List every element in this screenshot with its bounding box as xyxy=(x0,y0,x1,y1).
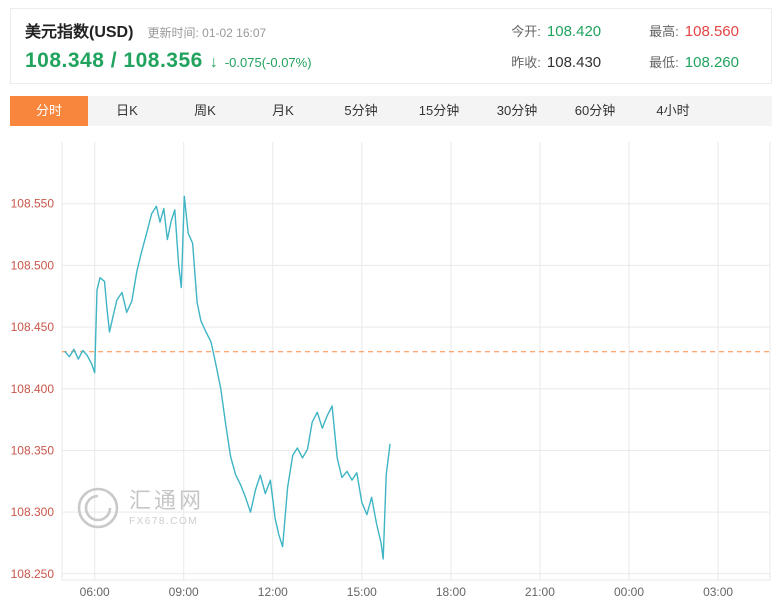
y-axis-label: 108.450 xyxy=(11,320,55,334)
instrument-title: 美元指数(USD) xyxy=(25,24,134,41)
page: 美元指数(USD) 更新时间: 01-02 16:07 108.348 / 10… xyxy=(0,8,782,600)
tab-30min[interactable]: 30分钟 xyxy=(496,103,538,118)
y-axis-label: 108.350 xyxy=(11,444,55,458)
tab-month-k[interactable]: 月K xyxy=(272,103,294,118)
stat-value: 108.420 xyxy=(546,22,602,40)
update-time-value: 01-02 16:07 xyxy=(202,26,267,40)
price-down-arrow-icon: ↓ xyxy=(209,54,218,71)
stat-prev-close: 昨收: 108.430 xyxy=(511,52,601,71)
timeframe-tabbar: 分时 日K 周K 月K 5分钟 15分钟 30分钟 60分钟 4小时 xyxy=(10,96,772,126)
tab-4hour[interactable]: 4小时 xyxy=(656,103,690,118)
stat-high: 最高: 108.560 xyxy=(649,21,739,40)
stat-label: 昨收: xyxy=(511,54,541,70)
tab-intraday[interactable]: 分时 xyxy=(10,96,88,126)
x-axis-label: 21:00 xyxy=(525,585,555,599)
stat-label: 最低: xyxy=(649,54,679,70)
stat-label: 最高: xyxy=(649,23,679,39)
x-axis-label: 09:00 xyxy=(169,585,199,599)
chart-area: 108.250 108.300 108.350 108.400 108.450 108.5… xyxy=(0,134,782,600)
x-axis-label: 18:00 xyxy=(436,585,466,599)
y-axis-label: 108.500 xyxy=(11,258,55,272)
y-axis-label: 108.400 xyxy=(11,382,55,396)
tab-week-k[interactable]: 周K xyxy=(194,103,216,118)
price-line-chart: 108.250 108.300 108.350 108.400 108.450 108.5… xyxy=(11,142,771,599)
stat-label: 今开: xyxy=(511,23,541,39)
quote-stats: 今开: 108.420 最高: 108.560 昨收: 108.430 最低: … xyxy=(511,21,739,71)
stat-value: 108.430 xyxy=(546,53,602,71)
stat-low: 最低: 108.260 xyxy=(649,52,739,71)
current-price: 108.348 / 108.356 xyxy=(25,49,203,72)
x-axis-label: 15:00 xyxy=(347,585,377,599)
y-axis-label: 108.250 xyxy=(11,567,55,581)
y-axis-label: 108.550 xyxy=(11,197,55,211)
y-axis-label: 108.300 xyxy=(11,505,55,519)
update-time: 更新时间: 01-02 16:07 xyxy=(147,24,266,41)
x-axis-label: 00:00 xyxy=(614,585,644,599)
tab-5min[interactable]: 5分钟 xyxy=(344,103,378,118)
price-line xyxy=(64,195,391,560)
stat-today-open: 今开: 108.420 xyxy=(511,21,601,40)
tab-15min[interactable]: 15分钟 xyxy=(418,103,460,118)
x-axis-label: 03:00 xyxy=(703,585,733,599)
stat-value: 108.260 xyxy=(684,53,739,71)
tab-60min[interactable]: 60分钟 xyxy=(574,103,616,118)
x-axis-label: 06:00 xyxy=(80,585,110,599)
quote-header-left: 美元指数(USD) 更新时间: 01-02 16:07 108.348 / 10… xyxy=(25,18,312,73)
stat-value: 108.560 xyxy=(684,22,739,40)
quote-header: 美元指数(USD) 更新时间: 01-02 16:07 108.348 / 10… xyxy=(10,8,772,84)
tab-day-k[interactable]: 日K xyxy=(116,103,138,118)
price-change: -0.075(-0.07%) xyxy=(224,55,312,70)
x-axis-label: 12:00 xyxy=(258,585,288,599)
update-time-label: 更新时间: xyxy=(147,26,199,40)
